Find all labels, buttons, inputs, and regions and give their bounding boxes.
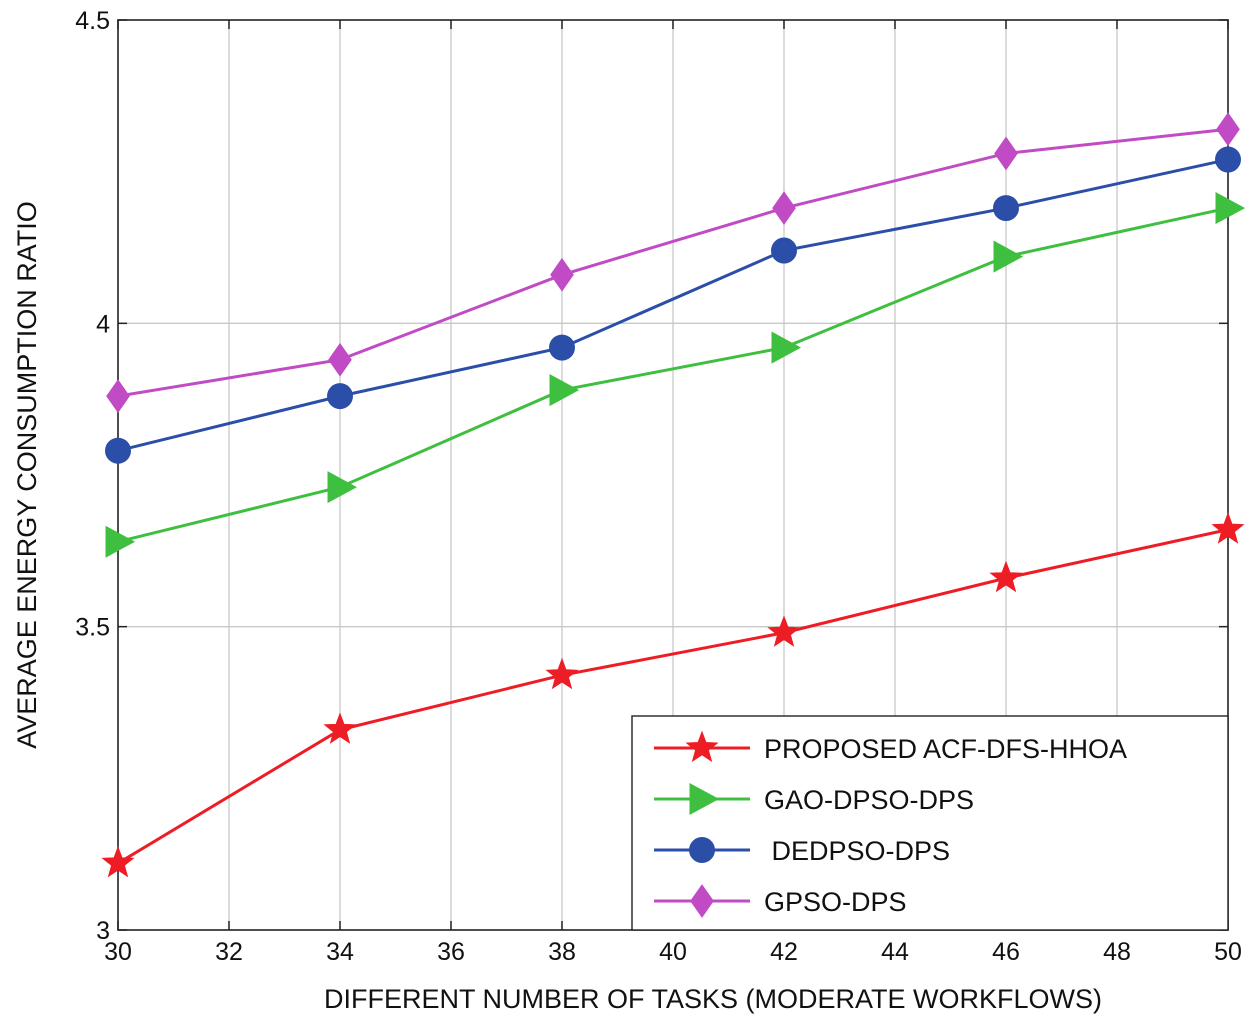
- x-tick-label: 44: [881, 938, 909, 966]
- data-point: [106, 379, 130, 414]
- axes-layer: 30 32 34 36 38 40 42 44 46 48 50 3 3.5 4 4.5: [75, 7, 1242, 966]
- data-point: [1215, 192, 1246, 225]
- data-point: [994, 136, 1018, 171]
- data-point: [550, 257, 574, 292]
- grid-layer: [118, 20, 1228, 930]
- x-tick-label: 46: [992, 938, 1020, 966]
- data-point: [328, 342, 352, 377]
- data-point: [545, 657, 579, 690]
- series-line: [117, 528, 1229, 865]
- data-point: [101, 845, 135, 878]
- legend-entry: GAO-DPSO-DPS: [654, 782, 974, 816]
- data-point: [105, 437, 131, 464]
- series-layer: [101, 112, 1246, 878]
- x-tick-label: 48: [1103, 938, 1131, 966]
- legend-entry: GPSO-DPS: [654, 884, 907, 918]
- data-point: [327, 383, 353, 410]
- data-point: [549, 374, 580, 407]
- data-point: [1211, 512, 1245, 544]
- data-point: [767, 615, 801, 647]
- data-point: [772, 191, 796, 225]
- legend-marker: [689, 837, 715, 863]
- legend-label: GPSO-DPS: [764, 887, 907, 917]
- data-point: [327, 471, 358, 504]
- series-4: [106, 112, 1240, 414]
- legend-marker: [689, 782, 720, 816]
- data-point: [1216, 112, 1240, 147]
- legend-marker: [690, 884, 714, 918]
- y-tick-label: 4.5: [75, 7, 110, 35]
- data-point: [1215, 146, 1241, 173]
- data-point: [993, 195, 1019, 222]
- series-2: [105, 192, 1246, 558]
- data-point: [771, 237, 797, 264]
- series-3: [105, 146, 1241, 464]
- legend-box: [631, 715, 1229, 931]
- series-line: [117, 206, 1229, 544]
- data-point: [323, 712, 357, 744]
- x-tick-label: 50: [1214, 938, 1242, 966]
- x-tick-label: 42: [770, 938, 798, 966]
- series-1: [101, 512, 1245, 878]
- data-point: [771, 331, 802, 364]
- x-axis-title: DIFFERENT NUMBER OF TASKS (MODERATE WORK…: [324, 984, 1102, 1014]
- x-tick-label: 36: [437, 938, 465, 966]
- legend: PROPOSED ACF-DFS-HHOA GAO-DPSO-DPS DEDPSO…: [631, 715, 1229, 931]
- y-tick-label: 4: [96, 310, 110, 338]
- series-line: [117, 127, 1229, 398]
- x-tick-label: 40: [659, 938, 687, 966]
- x-tick-label: 32: [215, 938, 243, 966]
- x-tick-label: 30: [104, 938, 132, 966]
- data-point: [549, 334, 575, 361]
- legend-entry: DEDPSO-DPS: [654, 836, 950, 866]
- data-point: [105, 525, 136, 558]
- y-tick-label: 3.5: [75, 614, 110, 642]
- legend-marker: [685, 730, 719, 763]
- data-point: [993, 240, 1024, 273]
- series-line: [117, 158, 1229, 453]
- legend-label: PROPOSED ACF-DFS-HHOA: [764, 734, 1127, 764]
- x-tick-label: 34: [326, 938, 354, 966]
- y-tick-label: 3: [96, 917, 110, 945]
- y-axis-title: AVERAGE ENERGY CONSUMPTION RATIO: [12, 201, 42, 749]
- x-tick-label: 38: [548, 938, 576, 966]
- data-point: [989, 560, 1023, 593]
- legend-label: DEDPSO-DPS: [764, 836, 950, 866]
- legend-label: GAO-DPSO-DPS: [764, 785, 974, 815]
- legend-entry: PROPOSED ACF-DFS-HHOA: [654, 730, 1127, 764]
